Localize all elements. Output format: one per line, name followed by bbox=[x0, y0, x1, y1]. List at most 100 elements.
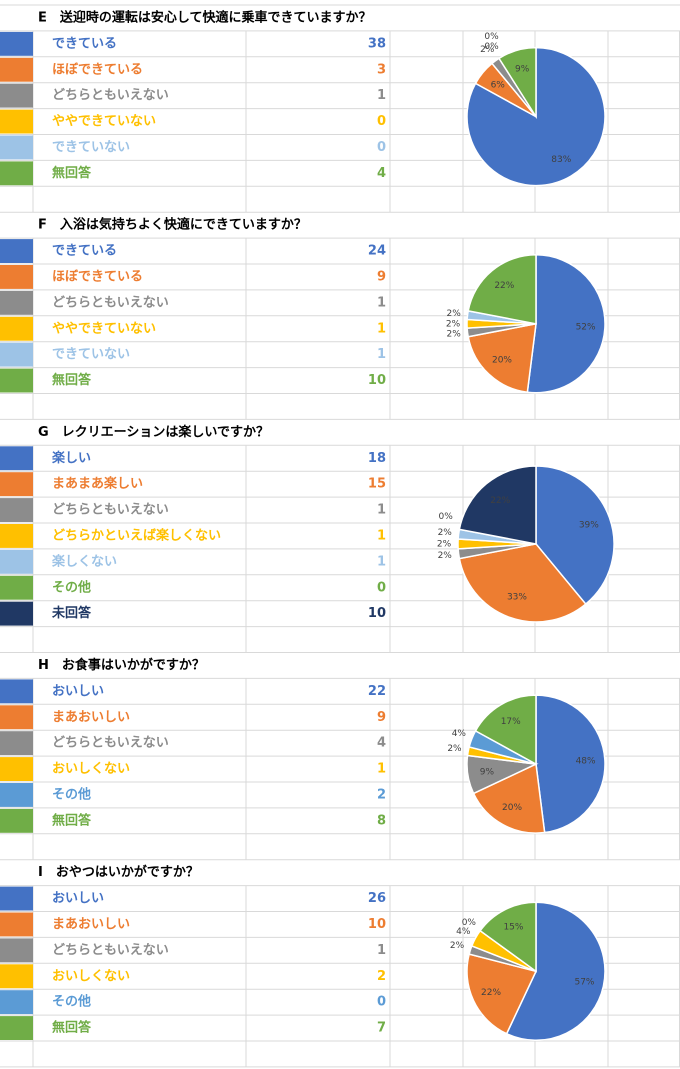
answer-label: まあおいしい bbox=[52, 917, 130, 932]
answer-count: 8 bbox=[377, 813, 386, 828]
answer-label: 無回答 bbox=[52, 165, 92, 181]
color-swatch bbox=[0, 524, 33, 548]
answer-count: 38 bbox=[368, 36, 386, 51]
answer-label: どちらともいえない bbox=[52, 88, 169, 103]
pie-slice bbox=[472, 762, 546, 834]
answer-count: 10 bbox=[368, 917, 386, 932]
answer-count: 1 bbox=[377, 295, 386, 310]
answer-count: 1 bbox=[377, 528, 386, 543]
slice-label: 48% bbox=[576, 756, 596, 766]
color-swatch bbox=[0, 990, 33, 1015]
color-swatch bbox=[0, 964, 33, 989]
answer-count: 15 bbox=[368, 477, 386, 492]
color-swatch bbox=[0, 808, 33, 833]
pie-slice bbox=[467, 254, 537, 325]
slice-label: 2% bbox=[447, 309, 462, 319]
answer-count: 0 bbox=[377, 580, 386, 595]
answer-count: 1 bbox=[377, 762, 386, 777]
answer-count: 2 bbox=[377, 969, 386, 984]
pie-slice bbox=[467, 322, 537, 394]
slice-label: 2% bbox=[446, 319, 461, 329]
answer-label: ややできていない bbox=[52, 321, 156, 336]
answer-count: 1 bbox=[377, 321, 386, 336]
pie-slice bbox=[526, 254, 606, 394]
answer-label: 無回答 bbox=[52, 812, 92, 828]
answer-label: どちらともいえない bbox=[52, 503, 169, 518]
pie-slice bbox=[535, 465, 615, 606]
slice-label: 52% bbox=[576, 322, 596, 332]
color-swatch bbox=[0, 912, 33, 937]
answer-count: 1 bbox=[377, 943, 386, 958]
color-swatch bbox=[0, 135, 33, 160]
slice-label: 2% bbox=[450, 941, 465, 951]
answer-label: その他 bbox=[52, 579, 91, 595]
section-title: H お食事はいかがですか？ bbox=[38, 657, 205, 673]
color-swatch bbox=[0, 783, 33, 807]
slice-label: 22% bbox=[494, 281, 514, 291]
color-swatch bbox=[0, 161, 33, 186]
color-swatch bbox=[0, 705, 33, 730]
slice-label: 2% bbox=[437, 539, 452, 549]
pie-slice bbox=[497, 46, 537, 120]
color-swatch bbox=[0, 549, 33, 574]
color-swatch bbox=[0, 1016, 33, 1040]
slice-label: 20% bbox=[502, 803, 522, 813]
slice-label: 17% bbox=[501, 717, 521, 727]
answer-count: 4 bbox=[377, 736, 386, 751]
answer-count: 26 bbox=[368, 891, 386, 906]
answer-label: どちらともいえない bbox=[52, 736, 169, 751]
answer-label: ほぼできている bbox=[52, 269, 143, 284]
answer-count: 1 bbox=[377, 503, 386, 518]
color-swatch bbox=[0, 265, 33, 289]
answer-label: できている bbox=[52, 36, 117, 51]
pie-slice bbox=[535, 694, 606, 834]
answer-label: 未回答 bbox=[51, 605, 92, 621]
section-title: E 送迎時の運転は安心して快適に乗車できていますか？ bbox=[38, 9, 372, 25]
answer-count: 0 bbox=[377, 995, 386, 1010]
answer-label: ほぼできている bbox=[52, 62, 143, 77]
answer-label: まあまあ楽しい bbox=[52, 476, 143, 492]
slice-label: 20% bbox=[492, 356, 512, 366]
slice-label: 6% bbox=[491, 80, 506, 90]
answer-label: できていない bbox=[52, 140, 130, 155]
answer-count: 0 bbox=[377, 140, 386, 155]
slice-label: 22% bbox=[490, 496, 510, 506]
slice-label: 2% bbox=[447, 330, 462, 340]
answer-count: 10 bbox=[368, 373, 386, 388]
slice-label: 2% bbox=[480, 45, 495, 55]
answer-label: その他 bbox=[52, 994, 91, 1010]
color-swatch bbox=[0, 472, 33, 497]
answer-count: 7 bbox=[377, 1021, 386, 1036]
answer-count: 1 bbox=[377, 347, 386, 362]
slice-label: 4% bbox=[456, 927, 471, 937]
answer-count: 2 bbox=[377, 787, 386, 802]
answer-count: 10 bbox=[368, 606, 386, 621]
slice-label: 83% bbox=[551, 155, 571, 165]
slice-label: 9% bbox=[480, 767, 495, 777]
slice-label: 0% bbox=[484, 42, 499, 52]
slice-label: 0% bbox=[438, 512, 453, 522]
pie-slice bbox=[466, 46, 606, 187]
answer-label: 無回答 bbox=[52, 372, 92, 388]
color-swatch bbox=[0, 368, 33, 393]
pie-slice bbox=[458, 465, 537, 545]
slice-label: 4% bbox=[452, 729, 467, 739]
answer-count: 24 bbox=[368, 244, 386, 259]
answer-label: 楽しい bbox=[51, 450, 91, 466]
answer-label: できていない bbox=[52, 347, 130, 362]
color-swatch bbox=[0, 342, 33, 367]
pie-slice bbox=[479, 901, 537, 973]
color-swatch bbox=[0, 679, 33, 704]
slice-label: 2% bbox=[438, 528, 453, 538]
slice-label: 2% bbox=[447, 744, 462, 754]
slice-label: 57% bbox=[574, 978, 594, 988]
color-swatch bbox=[0, 239, 33, 263]
slice-label: 33% bbox=[507, 592, 527, 602]
answer-label: ややできていない bbox=[52, 114, 156, 129]
color-swatch bbox=[0, 886, 33, 911]
answer-count: 22 bbox=[368, 684, 386, 699]
color-swatch bbox=[0, 57, 33, 82]
answer-count: 9 bbox=[377, 269, 386, 284]
color-swatch bbox=[0, 446, 33, 471]
